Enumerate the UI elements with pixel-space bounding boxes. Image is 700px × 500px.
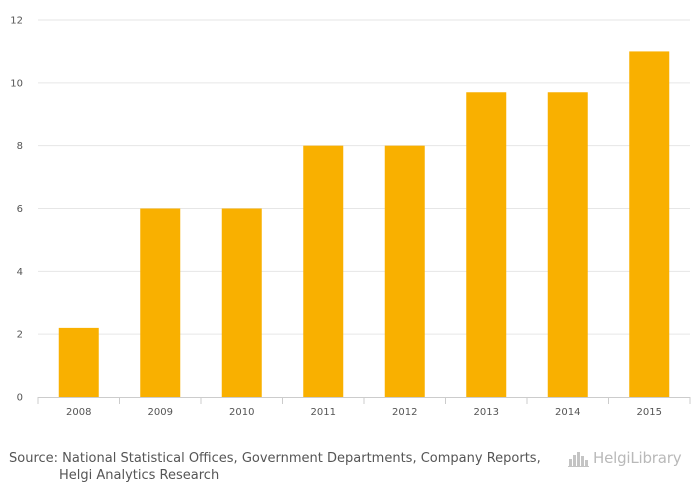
y-tick-label: 2 bbox=[17, 330, 23, 341]
bar-2009[interactable] bbox=[140, 208, 181, 398]
bar-2015[interactable] bbox=[629, 51, 670, 398]
logo-text: HelgiLibrary bbox=[593, 449, 682, 467]
bar-2008[interactable] bbox=[58, 327, 99, 397]
bar-chart: 2008 2009 2010 2011 2012 2013 2014 2015 0 2 4 6 8 10… bbox=[10, 16, 691, 418]
y-axis: 0 2 4 6 8 10 12 bbox=[10, 16, 23, 404]
bar-2012[interactable] bbox=[384, 145, 425, 397]
x-tick-label: 2008 bbox=[66, 407, 91, 418]
bars bbox=[58, 51, 670, 398]
bar-2011[interactable] bbox=[303, 145, 344, 397]
source-note: Source: National Statistical Offices, Go… bbox=[9, 450, 549, 484]
bar-2010[interactable] bbox=[221, 208, 262, 398]
x-tick-label: 2010 bbox=[229, 407, 254, 418]
x-tick-label: 2012 bbox=[392, 407, 417, 418]
source-line-2: Helgi Analytics Research bbox=[59, 468, 220, 483]
y-tick-label: 10 bbox=[10, 78, 23, 89]
x-tick-label: 2014 bbox=[555, 407, 580, 418]
x-tick-label: 2009 bbox=[148, 407, 173, 418]
bar-2014[interactable] bbox=[547, 92, 588, 397]
source-line-1: Source: National Statistical Offices, Go… bbox=[9, 451, 541, 466]
y-tick-label: 12 bbox=[10, 16, 23, 27]
y-tick-label: 6 bbox=[17, 204, 23, 215]
y-tick-label: 4 bbox=[17, 267, 23, 278]
helgi-library-logo[interactable]: HelgiLibrary bbox=[568, 447, 682, 469]
gridlines bbox=[38, 19, 690, 335]
y-tick-label: 8 bbox=[17, 141, 23, 152]
x-axis: 2008 2009 2010 2011 2012 2013 2014 2015 bbox=[37, 397, 691, 418]
x-tick-label: 2013 bbox=[474, 407, 499, 418]
y-tick-label: 0 bbox=[17, 393, 23, 404]
x-tick-label: 2015 bbox=[637, 407, 662, 418]
library-icon bbox=[568, 452, 589, 467]
x-tick-label: 2011 bbox=[311, 407, 336, 418]
bar-2013[interactable] bbox=[466, 92, 507, 397]
